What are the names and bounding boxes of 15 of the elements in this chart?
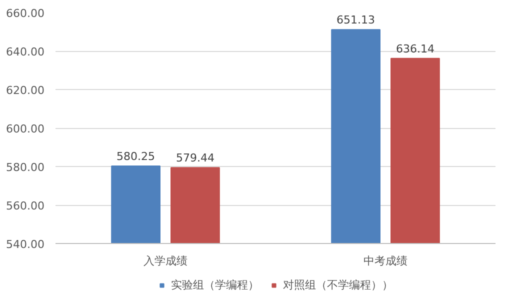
data-label: 651.13 [336,14,376,27]
x-tick-label: 入学成绩 [144,254,188,268]
legend-label: 实验组（学编程） [171,278,259,292]
y-tick-label: 540.00 [6,238,45,251]
data-label: 580.25 [116,150,156,164]
y-tick-label: 560.00 [6,200,45,212]
y-tick-label: 620.00 [6,84,45,97]
data-label: 579.44 [176,152,214,165]
legend-label: 对照组（不学编程）） [283,278,393,292]
data-label: 636.14 [396,42,434,56]
y-tick-label: 660.00 [6,7,45,20]
y-tick-label: 640.00 [6,46,45,58]
y-tick-label: 580.00 [6,161,45,174]
x-tick-label: 中考成绩 [364,254,408,268]
y-tick-label: 600.00 [6,122,45,136]
